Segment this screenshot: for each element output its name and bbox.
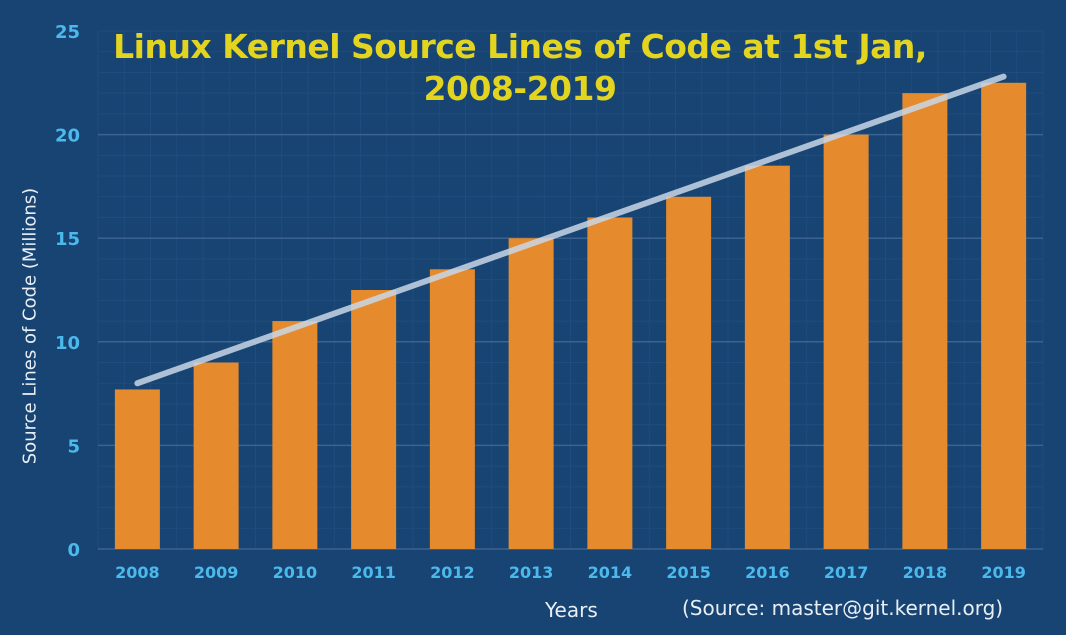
bar-2015 [666,196,712,549]
chart-title-line-1: Linux Kernel Source Lines of Code at 1st… [113,27,927,66]
bar-2010 [272,321,318,549]
x-tick-label: 2011 [351,563,396,582]
y-tick-label: 20 [55,126,80,147]
trendline-group [134,73,1007,387]
x-axis-label: Years [545,598,598,622]
bar-2017 [823,134,869,549]
y-axis-label: Source Lines of Code (Millions) [19,187,41,465]
bar-2012 [429,269,475,549]
bars [114,82,1027,550]
bar-2018 [902,93,948,549]
x-tick-label: 2012 [430,563,475,582]
bar-2009 [193,362,239,549]
x-tick-label: 2017 [824,563,869,582]
x-tick-label: 2013 [509,563,554,582]
y-tick-label: 15 [55,229,80,250]
y-tick-label: 5 [67,436,80,457]
x-tick-label: 2019 [981,563,1026,582]
bar-2013 [508,238,554,549]
x-tick-label: 2009 [194,563,239,582]
x-tick-label: 2015 [666,563,711,582]
bar-2011 [351,290,397,549]
y-tick-label: 0 [67,540,80,561]
chart-title: Linux Kernel Source Lines of Code at 1st… [90,26,950,110]
x-tick-label: 2018 [903,563,948,582]
source-note: (Source: master@git.kernel.org) [682,596,1004,620]
x-axis-ticks: 2008 2009 2010 2011 2012 2013 2014 2015 2016 2017… [115,563,1026,582]
y-axis-ticks: 0 5 10 15 20 25 [55,22,80,561]
x-tick-label: 2010 [273,563,318,582]
bar-2008 [114,389,160,549]
bar-2016 [744,165,790,549]
trendline [134,73,1007,387]
y-tick-label: 10 [55,333,80,354]
bar-2019 [981,82,1027,550]
bar-2014 [587,217,633,550]
chart-title-line-2: 2008-2019 [423,69,617,108]
x-tick-label: 2008 [115,563,160,582]
y-tick-label: 25 [55,22,80,43]
x-tick-label: 2016 [745,563,790,582]
x-tick-label: 2014 [588,563,633,582]
